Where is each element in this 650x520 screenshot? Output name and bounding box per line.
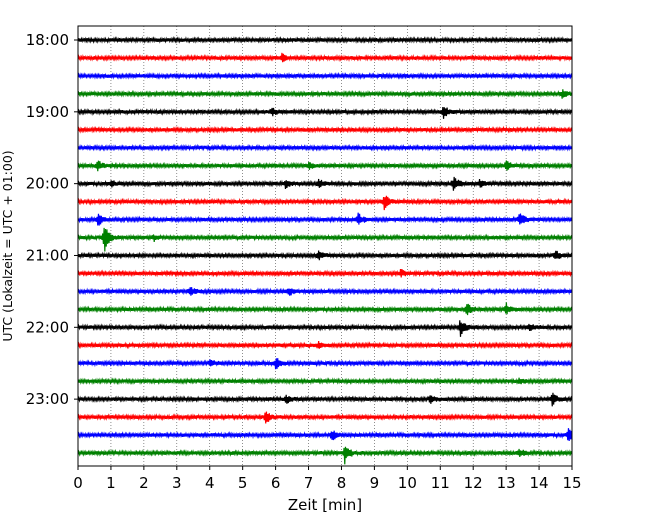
x-tick-label: 5 bbox=[238, 474, 248, 492]
trace-14 bbox=[77, 287, 573, 296]
x-tick-label: 14 bbox=[530, 474, 549, 492]
trace-2 bbox=[77, 71, 573, 81]
trace-1 bbox=[77, 52, 573, 63]
x-tick-label: 3 bbox=[172, 474, 182, 492]
trace-18 bbox=[77, 358, 573, 370]
x-tick-label: 4 bbox=[205, 474, 215, 492]
y-tick-label: 23:00 bbox=[26, 390, 69, 408]
trace-3 bbox=[77, 89, 573, 99]
x-tick-label: 9 bbox=[370, 474, 380, 492]
x-tick-label: 13 bbox=[497, 474, 516, 492]
trace-11 bbox=[77, 227, 573, 252]
trace-0 bbox=[77, 35, 573, 45]
trace-20 bbox=[77, 392, 573, 407]
x-tick-label: 6 bbox=[271, 474, 281, 492]
trace-15 bbox=[77, 302, 573, 316]
trace-16 bbox=[77, 320, 573, 337]
x-tick-label: 0 bbox=[73, 474, 83, 492]
trace-17 bbox=[77, 340, 573, 350]
y-tick-label: 22:00 bbox=[26, 318, 69, 336]
y-tick-label: 21:00 bbox=[26, 246, 69, 264]
y-tick-label: 19:00 bbox=[26, 103, 69, 121]
y-tick-label: 20:00 bbox=[26, 175, 69, 193]
trace-21 bbox=[77, 411, 573, 424]
y-axis-label: UTC (Lokalzeit = UTC + 01:00) bbox=[0, 150, 15, 341]
trace-6 bbox=[77, 143, 573, 152]
trace-8 bbox=[77, 176, 573, 191]
trace-13 bbox=[77, 268, 573, 278]
x-tick-label: 1 bbox=[106, 474, 116, 492]
trace-5 bbox=[77, 125, 573, 134]
trace-12 bbox=[77, 250, 573, 261]
y-axis-ticks: 18:00 19:00 20:00 21:00 22:00 23:00 bbox=[26, 31, 78, 408]
x-tick-label: 7 bbox=[304, 474, 314, 492]
trace-4 bbox=[77, 106, 573, 119]
trace-23 bbox=[77, 446, 573, 465]
trace-10 bbox=[77, 212, 573, 226]
x-tick-label: 8 bbox=[337, 474, 347, 492]
x-axis-ticks: 0 1 2 3 4 5 6 7 8 9 10 11 12 13 14 15 bbox=[73, 466, 582, 492]
x-tick-label: 2 bbox=[139, 474, 149, 492]
y-tick-label: 18:00 bbox=[26, 31, 69, 49]
x-tick-label: 15 bbox=[562, 474, 581, 492]
trace-22 bbox=[77, 428, 573, 441]
x-tick-label: 12 bbox=[464, 474, 483, 492]
trace-19 bbox=[77, 377, 573, 386]
trace-9 bbox=[77, 195, 573, 211]
x-tick-label: 10 bbox=[398, 474, 417, 492]
trace-7 bbox=[77, 160, 573, 172]
x-tick-label: 11 bbox=[431, 474, 450, 492]
x-axis-label: Zeit [min] bbox=[288, 496, 362, 514]
plot-frame bbox=[77, 25, 573, 467]
trace-layer bbox=[77, 35, 573, 465]
